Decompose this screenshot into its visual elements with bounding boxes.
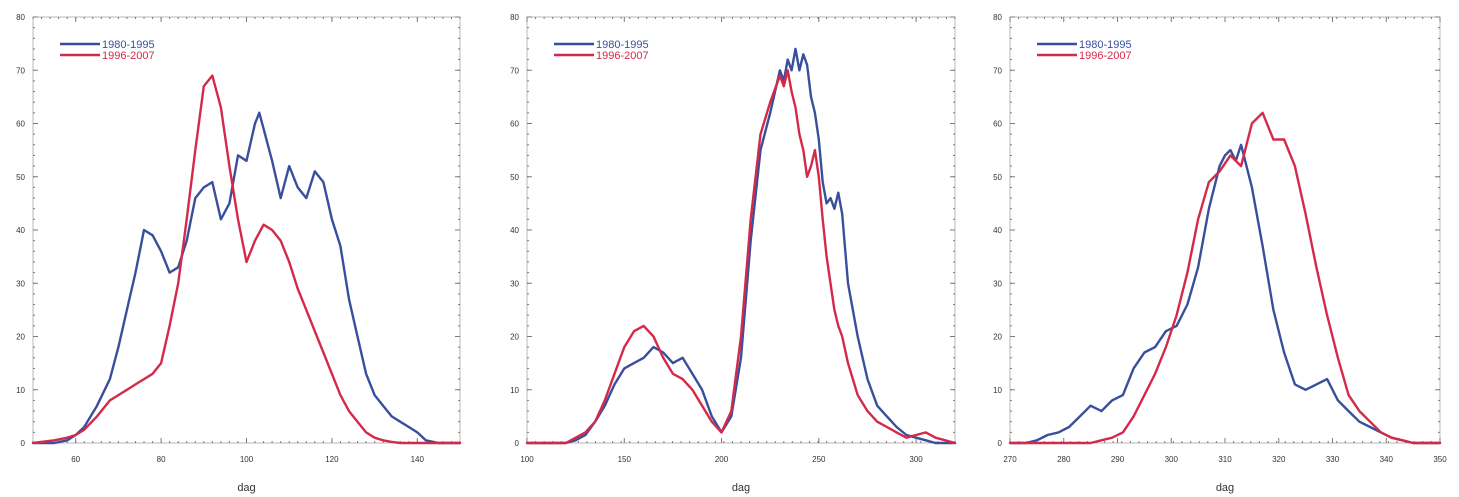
y-tick-label: 40 <box>993 226 1002 235</box>
plot-frame <box>1009 16 1441 444</box>
y-tick-label: 70 <box>993 66 1002 75</box>
y-tick-label: 20 <box>993 333 1002 342</box>
x-tick-label: 290 <box>1111 455 1125 464</box>
y-tick-label: 60 <box>510 120 519 129</box>
series-line-red <box>1008 111 1442 445</box>
chart-panel-1: 60 80 100 120 140 0 10 20 30 40 50 60 70 80 dag 1980-19… <box>16 13 462 494</box>
x-tick-label: 350 <box>1433 455 1447 464</box>
y-tick-label: 80 <box>993 13 1002 22</box>
x-tick-label: 100 <box>240 455 254 464</box>
y-tick-label: 20 <box>510 333 519 342</box>
y-tick-label: 60 <box>16 120 25 129</box>
y-tick-label: 0 <box>21 439 26 448</box>
x-tick-label: 270 <box>1003 455 1017 464</box>
y-tick-label: 0 <box>515 439 520 448</box>
legend-label: 1996-2007 <box>596 50 649 62</box>
y-tick-label: 60 <box>993 120 1002 129</box>
series-line-blue <box>1008 143 1442 445</box>
y-tick-label: 50 <box>16 173 25 182</box>
x-tick-label: 120 <box>325 455 339 464</box>
y-tick-label: 10 <box>510 386 519 395</box>
y-tick-label: 50 <box>993 173 1002 182</box>
series-line-red <box>31 74 462 445</box>
legend-label: 1980-1995 <box>596 39 649 51</box>
x-tick-label: 60 <box>71 455 80 464</box>
x-tick-label: 100 <box>520 455 534 464</box>
x-tick-label: 280 <box>1057 455 1071 464</box>
series-line-blue <box>525 47 957 445</box>
x-tick-label: 140 <box>411 455 425 464</box>
y-tick-label: 10 <box>16 386 25 395</box>
x-tick-label: 150 <box>618 455 632 464</box>
x-axis-label: dag <box>732 482 750 494</box>
y-tick-label: 20 <box>16 333 25 342</box>
x-tick-label: 320 <box>1272 455 1286 464</box>
x-tick-label: 250 <box>812 455 826 464</box>
y-tick-label: 80 <box>16 13 25 22</box>
y-tick-label: 0 <box>998 439 1003 448</box>
x-tick-label: 80 <box>157 455 166 464</box>
x-tick-label: 330 <box>1326 455 1340 464</box>
y-tick-label: 40 <box>16 226 25 235</box>
x-tick-label: 300 <box>1165 455 1179 464</box>
y-tick-label: 70 <box>16 66 25 75</box>
y-tick-label: 30 <box>993 279 1002 288</box>
legend-label: 1996-2007 <box>102 50 155 62</box>
x-tick-label: 200 <box>715 455 729 464</box>
plot-frame <box>32 16 461 444</box>
x-axis-label: dag <box>1216 482 1234 494</box>
y-tick-label: 10 <box>993 386 1002 395</box>
y-tick-label: 40 <box>510 226 519 235</box>
y-tick-label: 30 <box>16 279 25 288</box>
x-tick-label: 340 <box>1380 455 1394 464</box>
series-line-blue <box>31 111 462 445</box>
y-tick-label: 30 <box>510 279 519 288</box>
chart-panel-3: 270 280 290 300 310 320 330 340 350 0 10 20 30 40 50 60… <box>993 13 1447 494</box>
y-tick-label: 50 <box>510 173 519 182</box>
y-tick-label: 80 <box>510 13 519 22</box>
legend-label: 1996-2007 <box>1079 50 1132 62</box>
legend-label: 1980-1995 <box>1079 39 1132 51</box>
x-axis-label: dag <box>237 482 255 494</box>
legend-label: 1980-1995 <box>102 39 155 51</box>
x-tick-label: 310 <box>1218 455 1232 464</box>
series-line-red <box>525 69 957 445</box>
chart-panel-2: 100 150 200 250 300 0 10 20 30 40 50 60 70 80 dag 1980-… <box>510 13 957 494</box>
y-tick-label: 70 <box>510 66 519 75</box>
plot-frame <box>526 16 956 444</box>
x-tick-label: 300 <box>909 455 923 464</box>
